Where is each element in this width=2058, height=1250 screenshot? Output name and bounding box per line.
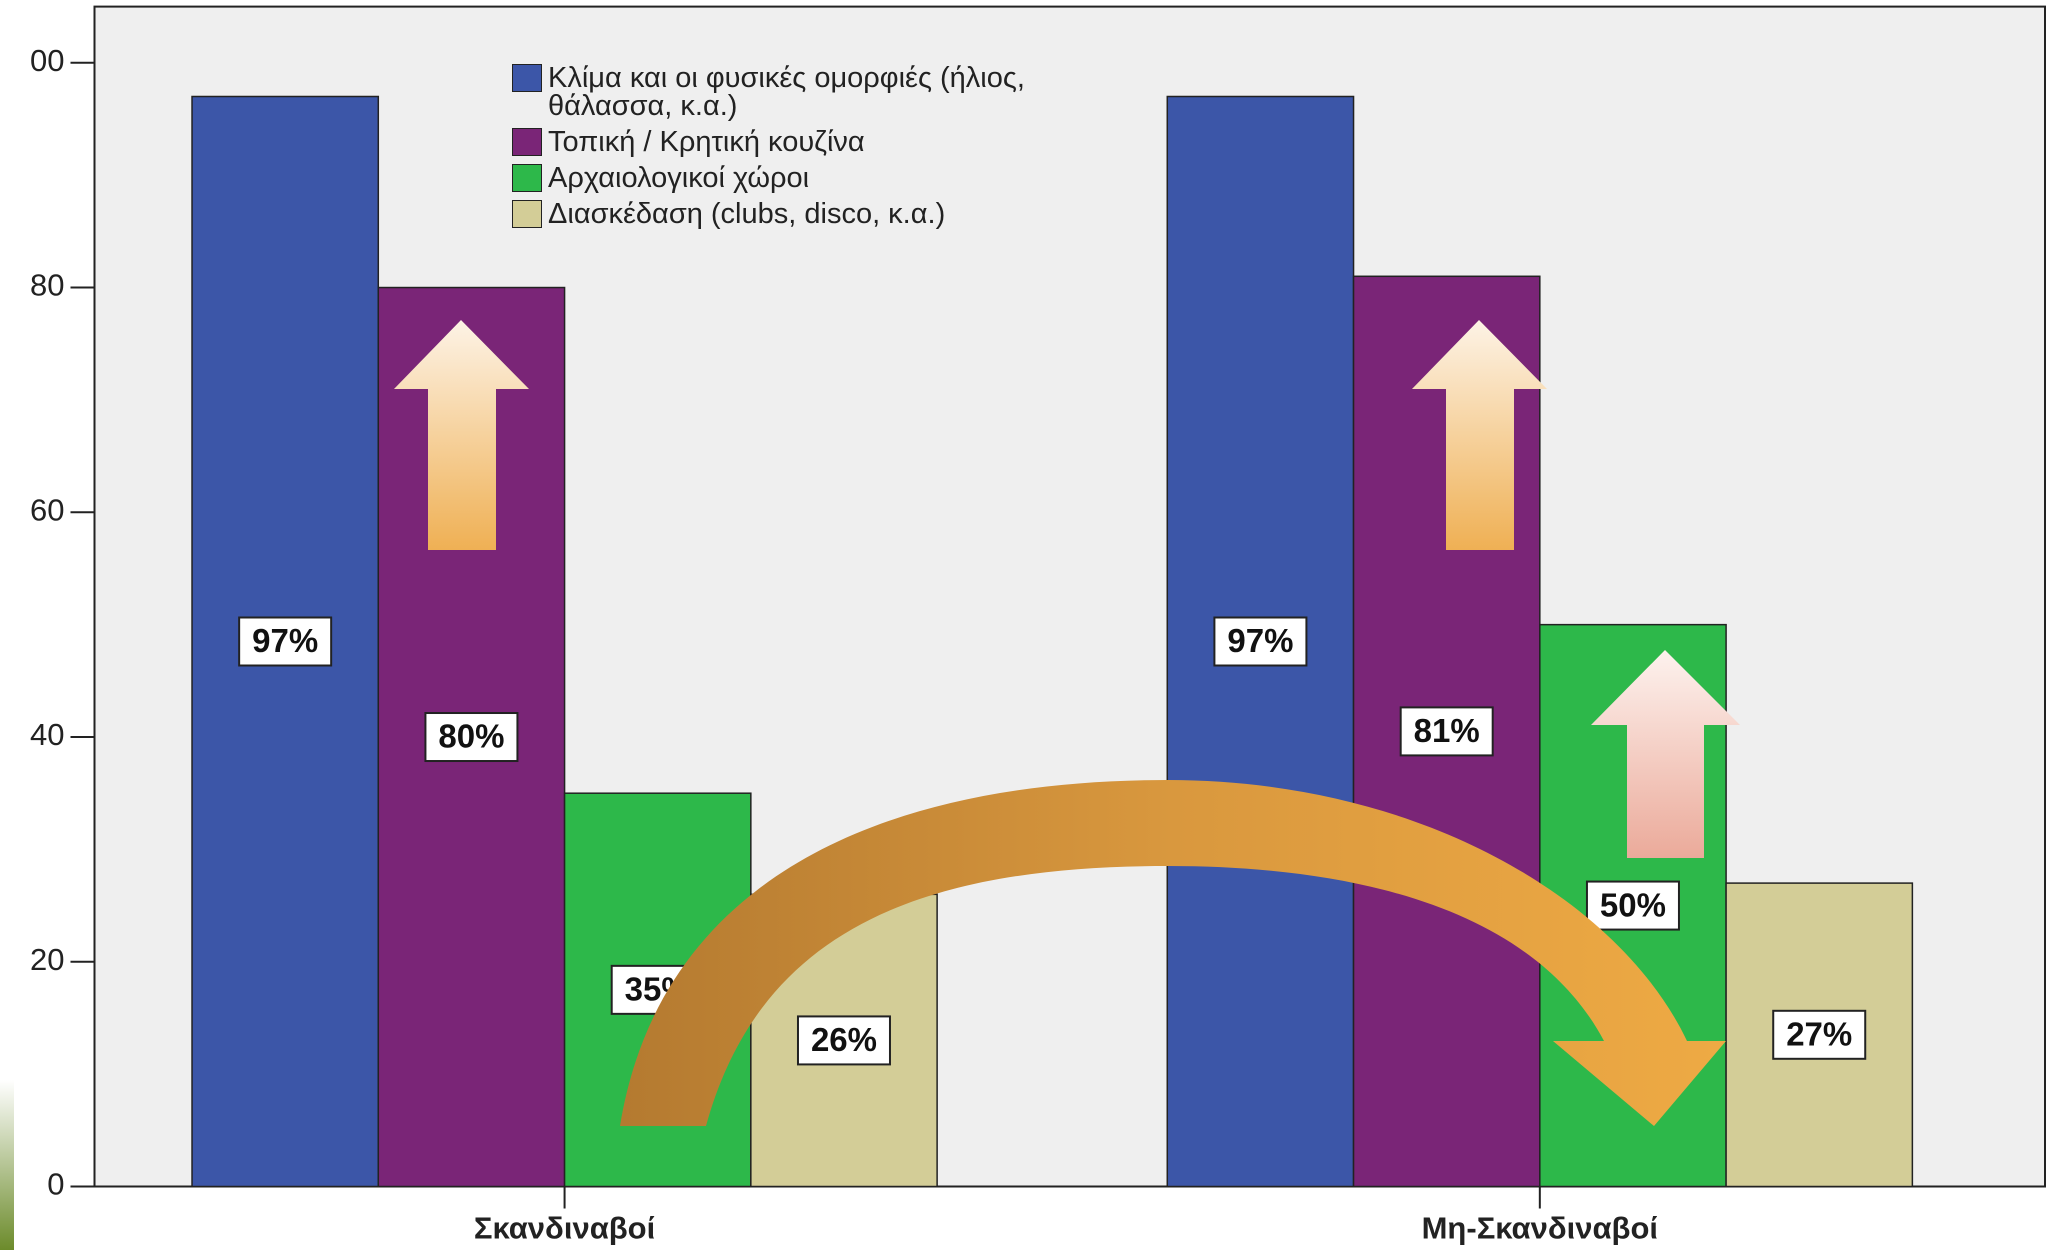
y-tick-label: 20 bbox=[30, 942, 64, 977]
legend-item: Κλίμα και οι φυσικές ομορφιές (ήλιος, θά… bbox=[512, 62, 1152, 122]
y-tick-label: 40 bbox=[30, 717, 64, 752]
value-label: 97% bbox=[252, 622, 318, 659]
value-label-box bbox=[1213, 616, 1308, 667]
value-label-box bbox=[238, 616, 333, 667]
value-label-box bbox=[424, 712, 519, 763]
y-tick-label: 0 bbox=[47, 1167, 64, 1202]
legend-item: Αρχαιολογικοί χώροι bbox=[512, 162, 1152, 194]
x-tick-label: Σκανδιναβοί bbox=[474, 1211, 655, 1246]
legend-swatch bbox=[512, 128, 542, 156]
legend-swatch bbox=[512, 200, 542, 228]
value-label-box bbox=[1399, 706, 1494, 757]
edge-decoration bbox=[0, 1080, 14, 1250]
value-label-box bbox=[1772, 1009, 1867, 1060]
value-label: 27% bbox=[1786, 1016, 1852, 1053]
legend-label: Αρχαιολογικοί χώροι bbox=[548, 162, 810, 194]
up-arrow bbox=[1412, 320, 1547, 550]
up-arrow bbox=[1591, 650, 1740, 858]
x-tick-label: Μη-Σκανδιναβοί bbox=[1422, 1211, 1658, 1246]
value-label: 80% bbox=[438, 718, 504, 755]
legend-label: Διασκέδαση (clubs, disco, κ.α.) bbox=[548, 198, 946, 230]
value-label: 50% bbox=[1600, 886, 1666, 923]
legend-item: Διασκέδαση (clubs, disco, κ.α.) bbox=[512, 198, 1152, 230]
value-label: 97% bbox=[1227, 622, 1293, 659]
value-label: 81% bbox=[1414, 712, 1480, 749]
legend-item: Τοπική / Κρητική κουζίνα bbox=[512, 126, 1152, 158]
legend: Κλίμα και οι φυσικές ομορφιές (ήλιος, θά… bbox=[512, 64, 1152, 236]
value-label: 26% bbox=[811, 1021, 877, 1058]
value-label-box bbox=[796, 1015, 891, 1066]
y-tick-label: 00 bbox=[30, 43, 64, 78]
up-arrow bbox=[394, 320, 529, 550]
value-label-box bbox=[1585, 880, 1680, 931]
legend-swatch bbox=[512, 164, 542, 192]
legend-label: Κλίμα και οι φυσικές ομορφιές (ήλιος, θά… bbox=[548, 62, 1025, 122]
curved-arrow bbox=[620, 780, 1726, 1126]
legend-swatch bbox=[512, 64, 542, 92]
y-tick-label: 80 bbox=[30, 268, 64, 303]
legend-label: Τοπική / Κρητική κουζίνα bbox=[548, 126, 865, 158]
y-tick-label: 60 bbox=[30, 492, 64, 527]
